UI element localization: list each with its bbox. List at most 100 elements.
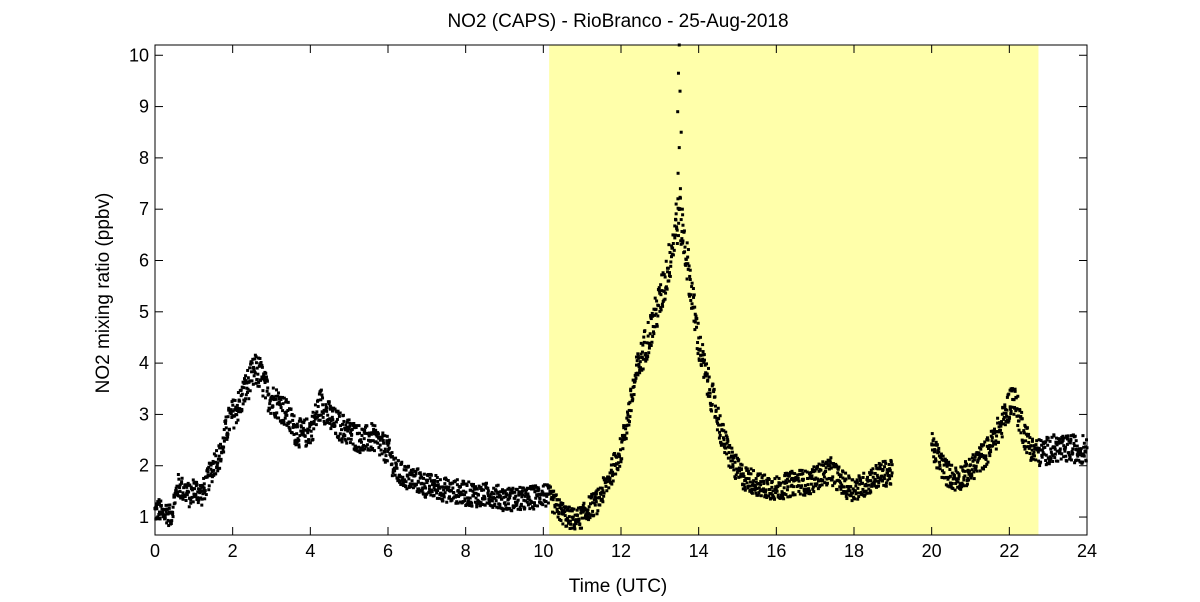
- data-point: [567, 515, 571, 519]
- data-point: [211, 459, 215, 463]
- data-point: [693, 312, 697, 316]
- data-point: [662, 273, 666, 277]
- data-point: [941, 454, 945, 458]
- data-point: [353, 444, 357, 448]
- data-point: [580, 526, 584, 530]
- data-point: [347, 427, 351, 431]
- data-point: [660, 273, 664, 277]
- data-point: [313, 417, 317, 421]
- data-point: [582, 501, 586, 505]
- data-point: [201, 492, 205, 496]
- data-point: [330, 415, 334, 419]
- data-point: [598, 496, 602, 500]
- data-point: [748, 484, 752, 488]
- data-point: [945, 464, 949, 468]
- data-point: [596, 487, 600, 491]
- data-point: [970, 468, 974, 472]
- data-point: [447, 495, 451, 499]
- data-point: [241, 402, 245, 406]
- data-point: [246, 368, 250, 372]
- data-point: [822, 463, 826, 467]
- data-point: [1002, 415, 1006, 419]
- data-point: [568, 527, 572, 531]
- data-point: [341, 413, 345, 417]
- data-point: [782, 492, 786, 496]
- data-point: [300, 429, 304, 433]
- data-point: [933, 450, 937, 454]
- data-point: [500, 489, 504, 493]
- data-point: [638, 368, 642, 372]
- data-point: [324, 403, 328, 407]
- data-point: [977, 451, 981, 455]
- data-point: [755, 487, 759, 491]
- data-point: [297, 443, 301, 447]
- data-point: [757, 491, 761, 495]
- data-point: [882, 477, 886, 481]
- data-point: [538, 497, 542, 501]
- data-point: [705, 362, 709, 366]
- data-point: [164, 509, 168, 513]
- data-point: [1017, 419, 1021, 423]
- data-point: [712, 390, 716, 394]
- data-point: [816, 479, 820, 483]
- data-point: [287, 425, 291, 429]
- data-point: [973, 455, 977, 459]
- data-point: [510, 491, 514, 495]
- x-tick-label: 24: [1077, 541, 1097, 561]
- data-point: [1026, 434, 1030, 438]
- data-point: [413, 474, 417, 478]
- data-point: [774, 487, 778, 491]
- data-point: [197, 496, 201, 500]
- data-point: [708, 394, 712, 398]
- data-point: [269, 411, 273, 415]
- data-point: [289, 407, 293, 411]
- data-point: [268, 407, 272, 411]
- data-point: [400, 462, 404, 466]
- data-point: [716, 406, 720, 410]
- data-point: [224, 415, 228, 419]
- data-point: [235, 413, 239, 417]
- data-point: [1079, 449, 1083, 453]
- data-point: [725, 452, 729, 456]
- data-point: [958, 482, 962, 486]
- data-point: [262, 376, 266, 380]
- data-point: [610, 482, 614, 486]
- data-point: [956, 477, 960, 481]
- data-point: [303, 418, 307, 422]
- data-point: [258, 378, 262, 382]
- data-point: [644, 351, 648, 355]
- data-point: [732, 454, 736, 458]
- data-point: [777, 481, 781, 485]
- data-point: [264, 375, 268, 379]
- data-point: [513, 496, 517, 500]
- data-point: [963, 474, 967, 478]
- data-point: [1030, 455, 1034, 459]
- y-tick-label: 8: [139, 148, 149, 168]
- data-point: [974, 464, 978, 468]
- data-point: [374, 428, 378, 432]
- y-tick-label: 5: [139, 302, 149, 322]
- data-point: [967, 472, 971, 476]
- data-point: [341, 422, 345, 426]
- data-point: [750, 491, 754, 495]
- data-point: [646, 334, 650, 338]
- data-point: [798, 468, 802, 472]
- data-point: [713, 395, 717, 399]
- data-point: [817, 469, 821, 473]
- data-point: [664, 259, 668, 263]
- data-point: [702, 375, 706, 379]
- data-point: [336, 409, 340, 413]
- data-point: [380, 452, 384, 456]
- data-point: [421, 492, 425, 496]
- data-point: [403, 464, 407, 468]
- data-point: [950, 481, 954, 485]
- data-point: [827, 467, 831, 471]
- data-point: [1060, 452, 1064, 456]
- data-point: [785, 471, 789, 475]
- data-point: [869, 490, 873, 494]
- data-point: [598, 503, 602, 507]
- data-point: [181, 497, 185, 501]
- data-point: [209, 472, 213, 476]
- data-point: [525, 500, 529, 504]
- data-point: [642, 357, 646, 361]
